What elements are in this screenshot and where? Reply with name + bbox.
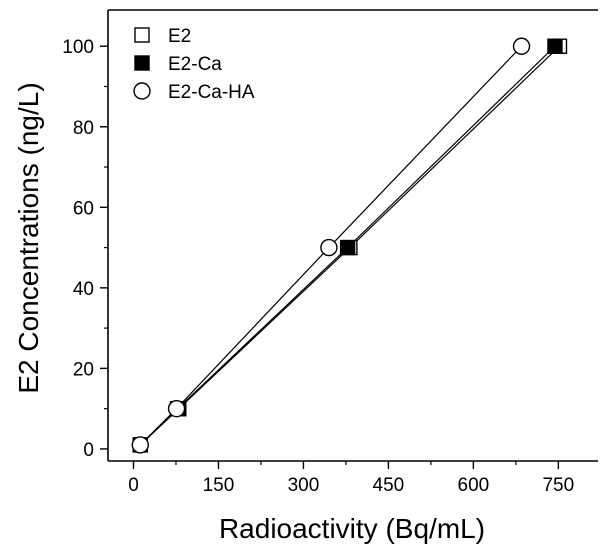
x-tick-label: 150 [203,475,235,496]
legend: E2 E2-Ca E2-Ca-HA [133,26,255,103]
series-line-e2-ca-ha [139,45,522,446]
axes [107,9,598,462]
data-point-e2-ca-ha [512,37,531,55]
x-tick-label: 750 [542,475,574,496]
data-point-e2-ca [339,239,356,256]
x-tick-label: 450 [373,475,405,496]
legend-marker-e2-ca-ha [133,82,151,100]
x-axis-label: Radioactivity (Bq/mL) [219,513,485,544]
y-tick-label: 100 [62,37,94,58]
data-point-e2-ca-ha [167,399,186,418]
data-point-e2-ca-ha [320,238,338,257]
tick-marks [100,45,560,469]
legend-label-e2: E2 [168,26,191,47]
legend-label-e2-ca-ha: E2-Ca-HA [168,82,255,103]
y-tick-label: 80 [73,118,94,139]
y-axis-label: E2 Concentrations (ng/L) [13,82,44,393]
x-tick-label: 0 [128,475,139,496]
y-tick-label: 60 [73,198,94,219]
tick-labels: 0 150 300 450 600 750 0 20 40 60 80 100 [62,37,574,496]
series-points [131,37,568,454]
x-tick-label: 300 [288,475,320,496]
legend-label-e2-ca: E2-Ca [168,54,222,75]
legend-marker-e2-ca [134,55,150,71]
legend-marker-e2 [134,27,150,43]
data-point-e2-ca-ha [131,436,149,454]
y-tick-label: 0 [83,440,94,461]
y-tick-label: 20 [73,359,94,380]
data-point-e2-ca [547,38,563,54]
x-tick-label: 600 [458,475,490,496]
series-lines [139,45,560,446]
y-tick-label: 40 [73,279,94,300]
